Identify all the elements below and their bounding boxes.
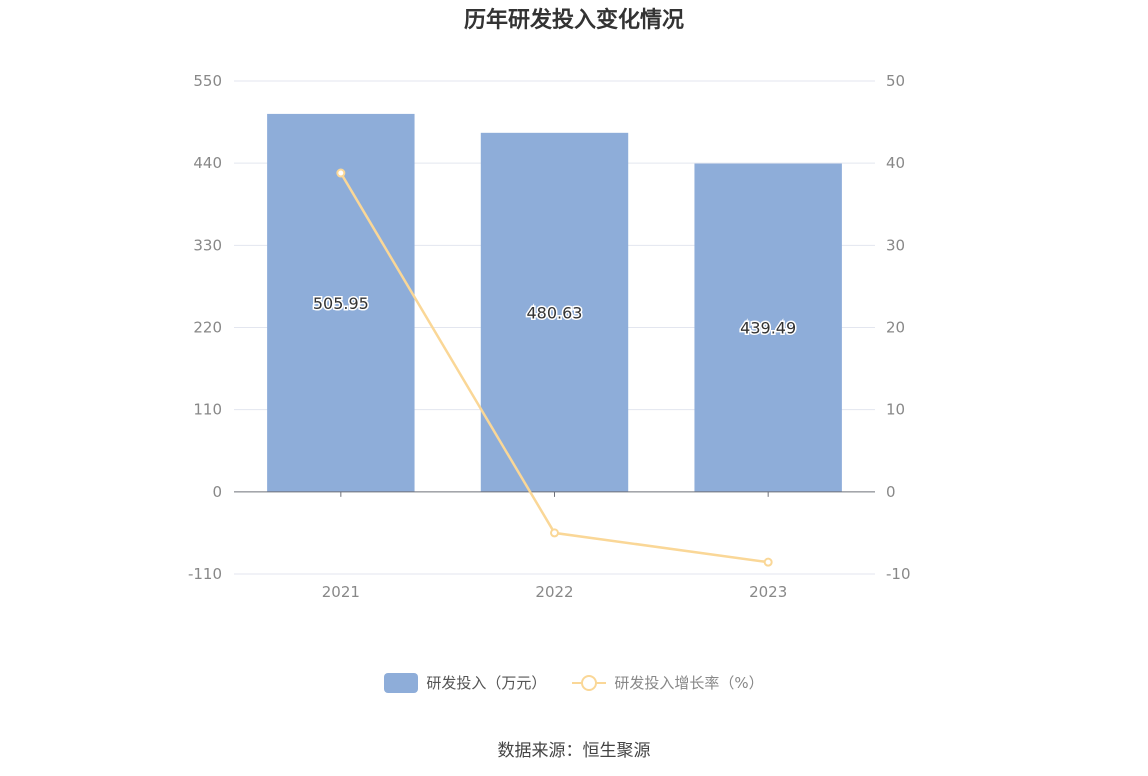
growth-rate-point — [336, 168, 346, 178]
bar-value-label: 505.95 — [313, 294, 369, 313]
bar — [480, 132, 629, 492]
legend-item-rd-investment[interactable]: 研发投入（万元） — [384, 672, 546, 693]
x-tick-label: 2021 — [322, 583, 360, 601]
y-right-tick-label: 20 — [886, 319, 905, 337]
y-right-tick-label: 10 — [886, 401, 905, 419]
y-left-tick-label: 110 — [193, 401, 222, 419]
y-right-tick-label: 0 — [886, 483, 896, 501]
y-left-tick-label: -110 — [188, 565, 222, 583]
x-tick-label: 2023 — [749, 583, 787, 601]
y-right-tick-label: 40 — [886, 154, 905, 172]
chart-plot: -110 0 110 220 330 440 550 -10 0 10 20 30 40 50 2021 20… — [188, 72, 911, 601]
legend-item-growth-rate[interactable]: 研发投入增长率（%） — [572, 672, 764, 693]
legend-line-swatch — [572, 673, 607, 693]
legend-label-growth-rate: 研发投入增长率（%） — [614, 674, 764, 692]
y-left-tick-label: 220 — [193, 319, 222, 337]
growth-rate-point — [550, 528, 559, 538]
chart-legend: 研发投入（万元） 研发投入增长率（%） — [0, 672, 1148, 693]
y-left-tick-label: 0 — [212, 483, 222, 501]
chart-title: 历年研发投入变化情况 — [463, 8, 684, 33]
bar-value-label: 439.49 — [740, 319, 796, 338]
legend-bar-swatch — [384, 672, 419, 693]
bar — [694, 163, 842, 492]
y-left-tick-label: 550 — [193, 72, 222, 90]
legend-label-rd-investment: 研发投入（万元） — [426, 674, 547, 692]
growth-rate-point — [763, 557, 773, 567]
y-right-tick-label: 50 — [886, 72, 905, 90]
source-note: 数据来源：恒生聚源 — [497, 741, 651, 761]
y-right-tick-label: 30 — [886, 236, 905, 254]
x-tick-label: 2022 — [535, 583, 573, 601]
y-left-tick-label: 440 — [193, 154, 222, 172]
y-right-tick-label: -10 — [886, 565, 911, 583]
y-left-tick-label: 330 — [193, 236, 222, 254]
bar-value-label: 480.63 — [527, 303, 583, 322]
